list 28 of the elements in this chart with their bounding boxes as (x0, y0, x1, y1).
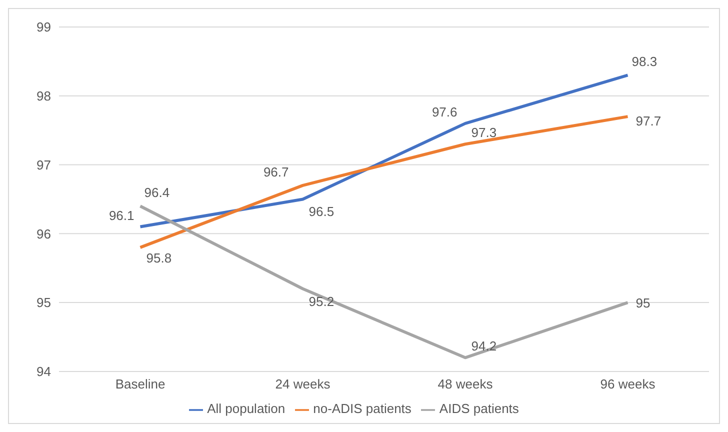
data-label: 96.4 (144, 185, 170, 200)
y-tick-label: 96 (36, 226, 51, 242)
y-tick-label: 95 (36, 295, 51, 310)
legend-label: All population (207, 401, 286, 416)
data-label: 98.3 (632, 54, 658, 70)
data-label: 96.5 (308, 204, 334, 220)
x-tick-label: Baseline (115, 376, 166, 392)
data-label: 96.1 (108, 208, 134, 223)
x-tick-label: 48 weeks (438, 376, 494, 392)
data-label: 95.8 (146, 250, 172, 266)
data-label: 97.3 (471, 125, 497, 140)
y-tick-label: 94 (36, 364, 51, 380)
data-label: 95.2 (308, 294, 334, 309)
data-label: 94.2 (471, 338, 497, 354)
x-tick-label: 24 weeks (275, 376, 331, 392)
y-tick-label: 99 (36, 20, 51, 35)
line-series (138, 115, 630, 249)
line-series (138, 74, 630, 228)
data-label: 95 (636, 296, 650, 311)
data-label: 96.7 (263, 164, 289, 180)
data-label: 97.6 (432, 104, 458, 120)
y-tick-label: 98 (36, 88, 51, 104)
y-tick-label: 97 (36, 157, 51, 172)
x-tick-label: 96 weeks (600, 376, 656, 392)
legend-label: no-ADIS patients (313, 401, 412, 416)
legend-label: AIDS patients (439, 401, 519, 416)
line-series (138, 204, 630, 360)
data-label: 97.7 (636, 114, 662, 129)
